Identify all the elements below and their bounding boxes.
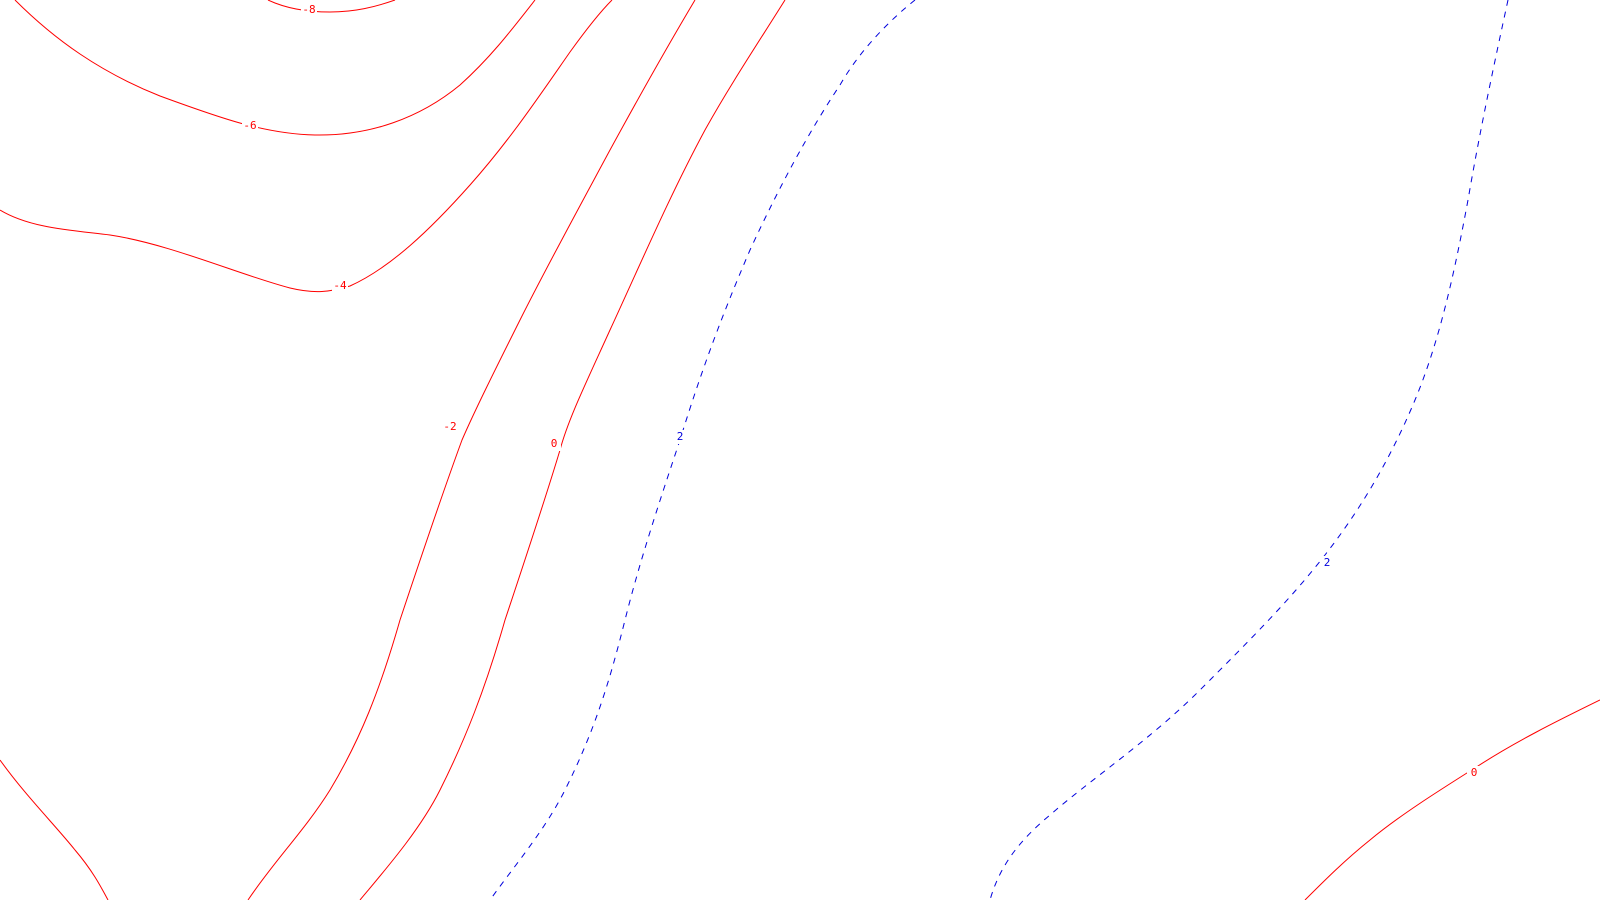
contour-neg-8: -8: [267, 0, 396, 17]
contour-line: [14, 0, 536, 136]
contour-pos-2-east: 2: [989, 0, 1509, 900]
contour-label: 2: [677, 430, 684, 443]
contour-line: [359, 0, 786, 900]
contour-label: -6: [243, 119, 256, 132]
contour-zero-southeast: 0: [1304, 699, 1600, 900]
contour-line: [989, 0, 1509, 900]
contour-line: [0, 0, 613, 293]
contour-zero-west: 0: [359, 0, 786, 900]
contour-pos-2-west: 2: [489, 0, 916, 900]
contour-label: 0: [1471, 766, 1478, 779]
contour-label: -8: [302, 3, 315, 16]
contour-southwest: [0, 759, 109, 900]
contour-neg-2: -2: [247, 0, 696, 900]
contour-label: -2: [443, 420, 456, 433]
contour-label: 0: [551, 437, 558, 450]
contour-label: 2: [1324, 556, 1331, 569]
contour-line: [247, 0, 696, 900]
contour-line: [267, 0, 396, 13]
contour-line: [0, 759, 109, 900]
contour-neg-6: -6: [14, 0, 536, 136]
contour-neg-4: -4: [0, 0, 613, 293]
contour-line: [1304, 699, 1600, 900]
contour-label: -4: [333, 279, 347, 292]
